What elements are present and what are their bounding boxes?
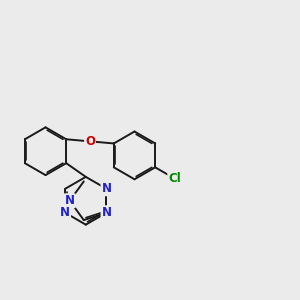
Text: N: N <box>60 206 70 219</box>
Text: N: N <box>101 206 112 219</box>
Text: N: N <box>65 194 75 207</box>
Text: Cl: Cl <box>168 172 181 185</box>
Text: O: O <box>85 135 95 148</box>
Text: N: N <box>101 182 112 195</box>
